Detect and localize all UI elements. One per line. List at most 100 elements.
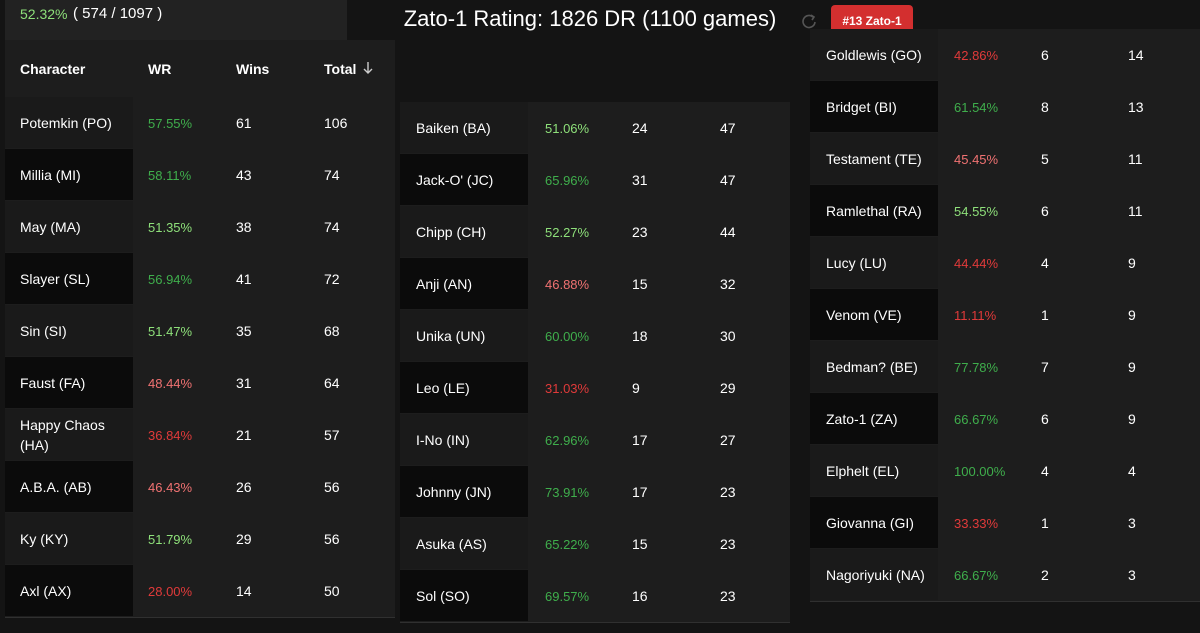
- total: 32: [720, 276, 736, 292]
- character-cell: [400, 258, 528, 309]
- total: 13: [1128, 99, 1144, 115]
- column-header: Total: [324, 60, 357, 77]
- winrate: 42.86%: [954, 47, 999, 63]
- total: 68: [324, 323, 340, 339]
- winrate: 48.44%: [148, 375, 193, 391]
- wins: 26: [236, 479, 252, 495]
- total: 74: [324, 219, 340, 235]
- winrate: 31.03%: [545, 380, 590, 396]
- record: ( 574 / 1097 ): [73, 5, 163, 22]
- wins: 21: [236, 427, 252, 443]
- wins: 17: [632, 432, 648, 448]
- wins: 9: [632, 380, 640, 396]
- character-name: Chipp (CH): [416, 224, 487, 240]
- winrate: 52.27%: [545, 224, 590, 240]
- character-name: Slayer (SL): [20, 271, 91, 287]
- winrate: 66.67%: [954, 567, 999, 583]
- total: 4: [1128, 463, 1136, 479]
- total: 9: [1128, 307, 1136, 323]
- wins: 6: [1041, 411, 1049, 427]
- total: 3: [1128, 567, 1136, 583]
- sort-icon[interactable]: [362, 61, 374, 75]
- header-row: [5, 40, 395, 98]
- character-name: Nagoriyuki (NA): [826, 567, 925, 583]
- character-name: A.B.A. (AB): [20, 479, 92, 495]
- total: 27: [720, 432, 736, 448]
- character-name: Baiken (BA): [416, 120, 491, 136]
- winrate: 56.94%: [148, 271, 193, 287]
- winrate: 69.57%: [545, 588, 590, 604]
- character-cell: [810, 237, 938, 288]
- wins: 15: [632, 536, 648, 552]
- character-cell: [5, 409, 133, 460]
- wins: 2: [1041, 567, 1049, 583]
- wins: 29: [236, 531, 252, 547]
- total: 9: [1128, 359, 1136, 375]
- wins: 35: [236, 323, 252, 339]
- character-name: Elphelt (EL): [826, 463, 900, 479]
- winrate: 60.00%: [545, 328, 590, 344]
- winrate: 73.91%: [545, 484, 590, 500]
- character-cell: [810, 289, 938, 340]
- winrate: 51.47%: [148, 323, 193, 339]
- wins: 16: [632, 588, 648, 604]
- character-cell: [810, 133, 938, 184]
- total: 30: [720, 328, 736, 344]
- winrate: 61.54%: [954, 99, 999, 115]
- wins: 4: [1041, 463, 1049, 479]
- character-name: I-No (IN): [416, 432, 470, 448]
- wins: 38: [236, 219, 252, 235]
- wins: 1: [1041, 515, 1049, 531]
- total: 50: [324, 583, 340, 599]
- winrate: 51.79%: [148, 531, 193, 547]
- winrate: 46.43%: [148, 479, 193, 495]
- character-name: Faust (FA): [20, 375, 86, 391]
- wins: 4: [1041, 255, 1049, 271]
- winrate: 51.35%: [148, 219, 193, 235]
- character-cell: [5, 461, 133, 512]
- total: 57: [324, 427, 340, 443]
- character-cell: [5, 357, 133, 408]
- total: 23: [720, 484, 736, 500]
- character-name: Ramlethal (RA): [826, 203, 922, 219]
- total: 106: [324, 115, 348, 131]
- character-name: Sin (SI): [20, 323, 67, 339]
- character-cell: [5, 149, 133, 200]
- character-cell: [5, 565, 133, 616]
- character-cell: [400, 466, 528, 517]
- winrate: 100.00%: [954, 463, 1006, 479]
- total: 11: [1128, 203, 1143, 219]
- winrate: 58.11%: [148, 167, 192, 183]
- character-name: Goldlewis (GO): [826, 47, 922, 63]
- character-cell: [810, 549, 938, 600]
- winrate: 46.88%: [545, 276, 590, 292]
- refresh-icon[interactable]: [801, 13, 817, 29]
- character-cell: [5, 513, 133, 564]
- character-name: Zato-1 (ZA): [826, 411, 898, 427]
- character-name: Unika (UN): [416, 328, 486, 344]
- character-cell: [810, 81, 938, 132]
- wins: 61: [236, 115, 252, 131]
- wins: 6: [1041, 47, 1049, 63]
- character-name: Potemkin (PO): [20, 115, 112, 131]
- wins: 24: [632, 120, 648, 136]
- character-name: Asuka (AS): [416, 536, 487, 552]
- wins: 14: [236, 583, 252, 599]
- winrate: 33.33%: [954, 515, 999, 531]
- title: Zato-1 Rating: 1826 DR (1100 games): [403, 6, 777, 31]
- total: 47: [720, 172, 736, 188]
- wins: 31: [632, 172, 648, 188]
- summary-box: 52.32% ( 574 / 1097 ): [5, 0, 347, 40]
- character-name: Testament (TE): [826, 151, 922, 167]
- winrate: 57.55%: [148, 115, 193, 131]
- character-cell: [810, 497, 938, 548]
- character-cell: [400, 310, 528, 361]
- total: 72: [324, 271, 340, 287]
- character-name: Johnny (JN): [416, 484, 492, 500]
- total: 23: [720, 588, 736, 604]
- total: 11: [1128, 151, 1143, 167]
- character-cell: [400, 206, 528, 257]
- character-name: Giovanna (GI): [826, 515, 914, 531]
- character-cell: [810, 29, 938, 80]
